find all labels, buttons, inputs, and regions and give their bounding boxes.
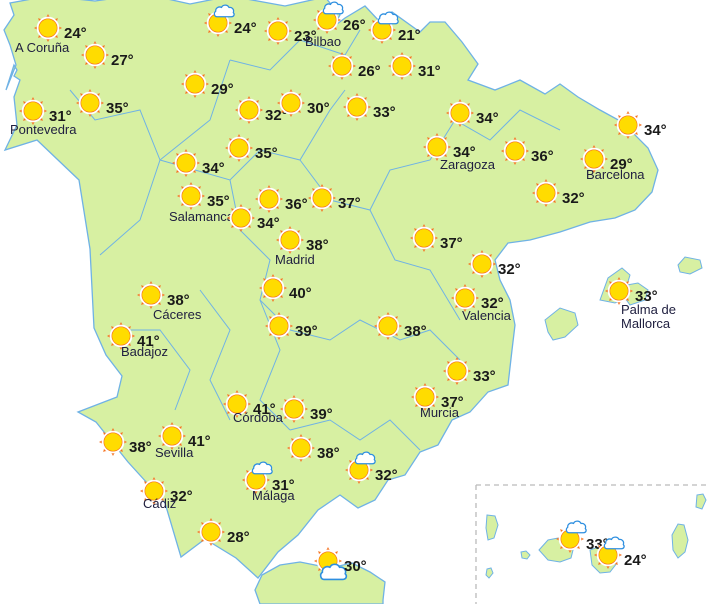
- svg-text:34°: 34°: [257, 215, 280, 232]
- svg-text:38°: 38°: [404, 323, 427, 340]
- svg-text:Córdoba: Córdoba: [233, 410, 284, 425]
- svg-text:36°: 36°: [285, 196, 308, 213]
- svg-text:35°: 35°: [106, 100, 129, 117]
- svg-text:Zaragoza: Zaragoza: [440, 157, 496, 172]
- svg-text:37°: 37°: [440, 235, 463, 252]
- svg-text:30°: 30°: [307, 100, 330, 117]
- svg-text:32°: 32°: [375, 467, 398, 484]
- svg-text:30°: 30°: [344, 558, 367, 575]
- svg-text:27°: 27°: [111, 52, 134, 69]
- svg-text:Pontevedra: Pontevedra: [10, 122, 77, 137]
- svg-text:32°: 32°: [562, 190, 585, 207]
- svg-text:Cáceres: Cáceres: [153, 307, 202, 322]
- svg-text:26°: 26°: [358, 63, 381, 80]
- svg-text:33°: 33°: [473, 368, 496, 385]
- svg-text:40°: 40°: [289, 285, 312, 302]
- svg-text:21°: 21°: [398, 27, 421, 44]
- svg-text:Salamanca: Salamanca: [169, 209, 235, 224]
- svg-text:34°: 34°: [202, 160, 225, 177]
- svg-text:38°: 38°: [317, 445, 340, 462]
- svg-text:Mallorca: Mallorca: [621, 316, 671, 331]
- svg-text:Valencia: Valencia: [462, 308, 512, 323]
- svg-text:34°: 34°: [476, 110, 499, 127]
- svg-text:36°: 36°: [531, 148, 554, 165]
- svg-text:Málaga: Málaga: [252, 488, 295, 503]
- svg-text:Madrid: Madrid: [275, 252, 315, 267]
- svg-text:Bilbao: Bilbao: [305, 34, 341, 49]
- svg-text:39°: 39°: [310, 406, 333, 423]
- svg-text:24°: 24°: [234, 20, 257, 37]
- svg-text:29°: 29°: [211, 81, 234, 98]
- svg-text:28°: 28°: [227, 529, 250, 546]
- svg-text:39°: 39°: [295, 323, 318, 340]
- svg-text:26°: 26°: [343, 17, 366, 34]
- svg-text:37°: 37°: [338, 195, 361, 212]
- svg-text:35°: 35°: [255, 145, 278, 162]
- svg-text:Sevilla: Sevilla: [155, 445, 194, 460]
- svg-text:Murcia: Murcia: [420, 405, 460, 420]
- svg-text:34°: 34°: [644, 122, 667, 139]
- svg-text:33°: 33°: [373, 104, 396, 121]
- svg-text:Palma de: Palma de: [621, 302, 676, 317]
- svg-text:35°: 35°: [207, 193, 230, 210]
- svg-text:Badajoz: Badajoz: [121, 344, 168, 359]
- svg-text:38°: 38°: [129, 439, 152, 456]
- svg-text:Cádiz: Cádiz: [143, 496, 176, 511]
- svg-text:A Coruña: A Coruña: [15, 40, 70, 55]
- svg-text:24°: 24°: [624, 552, 647, 569]
- svg-text:Barcelona: Barcelona: [586, 167, 645, 182]
- svg-text:31°: 31°: [418, 63, 441, 80]
- svg-text:32°: 32°: [498, 261, 521, 278]
